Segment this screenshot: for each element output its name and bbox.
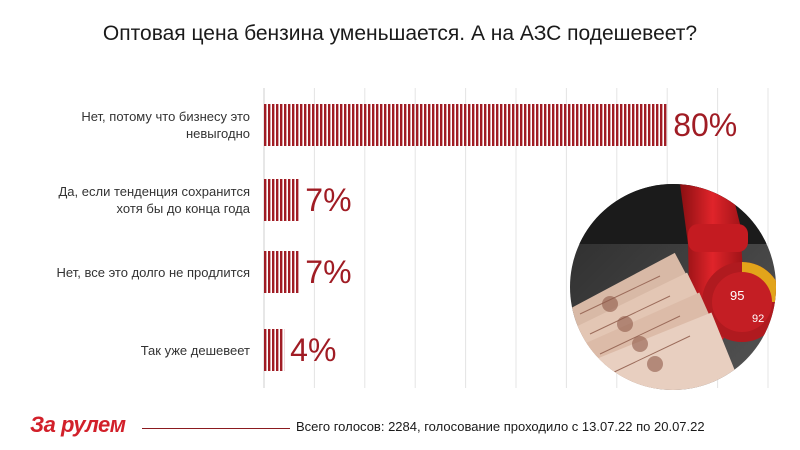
category-label: Так уже дешевеет [140,342,250,358]
footer-divider [142,428,290,429]
bar-3 [264,251,300,293]
svg-text:95: 95 [730,288,744,303]
bar-4 [264,329,285,371]
chart-title: Оптовая цена бензина уменьшается. А на А… [102,22,698,45]
value-label: 80% [673,107,738,143]
value-label: 4% [290,332,337,368]
votes-footer: Всего голосов: 2284, голосование проходи… [296,419,705,434]
value-label: 7% [305,182,352,218]
category-label: Нет, все это долго не продлится [56,264,250,280]
category-label: Да, если тенденция сохранится хотя бы до… [58,184,251,216]
bar-1 [264,104,668,146]
value-label: 7% [305,254,352,290]
bar-2 [264,179,300,221]
category-label: Нет, потому что бизнесу это невыгодно [81,109,250,141]
svg-text:92: 92 [752,313,764,325]
zarulem-logo: За рулем [30,412,126,437]
fuel-money-photo: 95 92 [570,184,776,390]
